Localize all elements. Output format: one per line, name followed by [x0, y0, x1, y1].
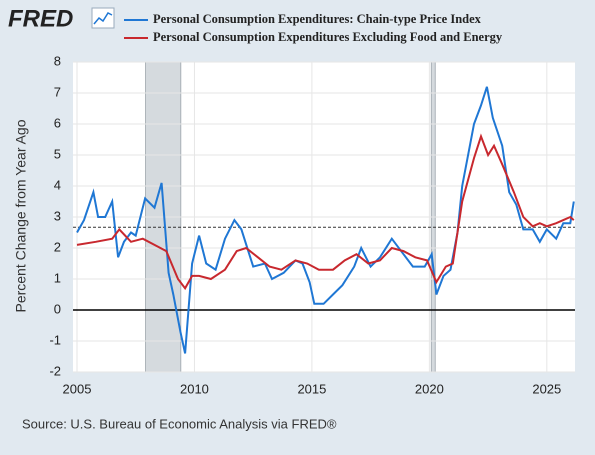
- series-line: [76, 133, 575, 291]
- logo-icon-line: [93, 12, 113, 25]
- y-tick-label: 8: [54, 53, 61, 68]
- x-tick-label: 2005: [63, 381, 92, 396]
- y-tick-label: 1: [54, 270, 61, 285]
- y-tick-label: 3: [54, 208, 61, 223]
- series-line: [76, 86, 575, 354]
- legend-label: Personal Consumption Expenditures Exclud…: [153, 30, 503, 44]
- x-tick-label: 2015: [297, 381, 326, 396]
- y-tick-label: 0: [54, 301, 61, 316]
- logo: FRED: [8, 5, 73, 32]
- legend-label: Personal Consumption Expenditures: Chain…: [153, 12, 482, 26]
- y-tick-label: 7: [54, 84, 61, 99]
- y-axis-label: Percent Change from Year Ago: [13, 119, 29, 312]
- y-tick-label: -2: [49, 363, 61, 378]
- y-tick-label: 2: [54, 239, 61, 254]
- source: Source: U.S. Bureau of Economic Analysis…: [22, 416, 337, 431]
- logo-icon: [91, 7, 115, 29]
- y-tick-label: -1: [49, 332, 61, 347]
- y-tick-label: 4: [54, 177, 61, 192]
- y-tick-label: 5: [54, 146, 61, 161]
- y-tick-label: 6: [54, 115, 61, 130]
- x-tick-label: 2020: [415, 381, 444, 396]
- x-tick-label: 2010: [180, 381, 209, 396]
- x-tick-label: 2025: [532, 381, 561, 396]
